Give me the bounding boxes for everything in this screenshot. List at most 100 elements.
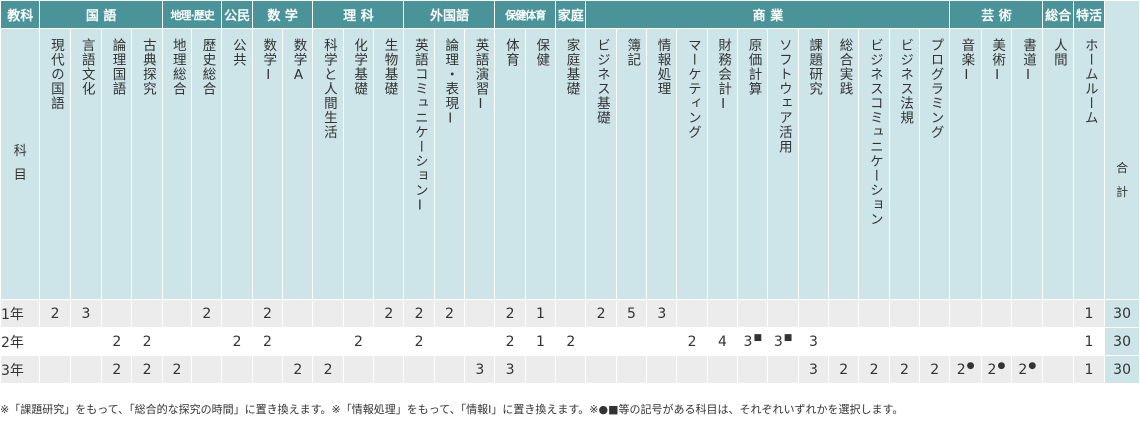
credit-value: 3 [657, 305, 667, 322]
subject-header: ビジネスコミュニケーション [858, 28, 890, 300]
subject-label: プログラミング [927, 38, 944, 140]
subject-header: 科学と人間生活 [312, 28, 344, 300]
credit-value: 3 [808, 361, 818, 378]
kamoku-char: 目 [13, 168, 27, 183]
credit-cell [828, 299, 860, 328]
credit-cell [706, 299, 739, 328]
subject-label: 書道Ⅰ [1020, 38, 1037, 84]
subject-label: 英語演習Ⅰ [472, 38, 489, 113]
credit-cell [312, 327, 344, 356]
credit-value: 4 [717, 333, 727, 350]
group-header-row: 教科 国 語地理·歴史 公民数 学理 科外国語 保健体育 家庭商 業芸 術総合 特活合計 [0, 0, 1140, 300]
credit-cell: 3 [464, 355, 496, 384]
subject-label: ビジネス基礎 [593, 38, 610, 125]
credit-cell [101, 299, 133, 328]
credit-cell: 2 [919, 355, 951, 384]
credit-value: 2 [112, 333, 122, 350]
subject-label: 公共 [229, 38, 246, 67]
footnote: ※「課題研究」をもって、「総合的な探究の時間」に置き換えます。※「情報処理」をも… [0, 403, 904, 416]
credit-value: 2 [353, 333, 363, 350]
credit-cell [464, 299, 496, 328]
subject-label: 古典探究 [139, 38, 156, 96]
credit-cell [524, 355, 557, 384]
group-header: 外国語 [403, 0, 496, 29]
subject-label: 言語文化 [78, 38, 95, 96]
credit-cell [39, 355, 71, 384]
subject-header: ソフトウェア活用 [767, 28, 799, 300]
credit-cell: 5 [615, 299, 648, 328]
subject-header: 保健 [524, 28, 557, 300]
credit-cell: 2● [980, 355, 1013, 384]
credit-cell [646, 327, 678, 356]
subject-label: 数学Ⅰ [260, 38, 277, 84]
subject-header: 現代の国語 [39, 28, 71, 300]
subject-header: ビジネス法規 [888, 28, 921, 300]
credit-cell [646, 355, 678, 384]
credit-value: 2 [414, 305, 424, 322]
credit-value: 3 [808, 333, 818, 350]
total-cell: 30 [1104, 355, 1140, 384]
credit-cell: 1 [1072, 355, 1106, 384]
credit-cell: 2 [858, 355, 890, 384]
credit-value: 3 [475, 361, 485, 378]
credit-value: 2 [596, 305, 606, 322]
credit-value: 2 [142, 333, 152, 350]
credit-cell [555, 355, 587, 384]
credit-cell [161, 299, 193, 328]
credit-value: 2 [899, 361, 909, 378]
credit-cell [403, 355, 435, 384]
credit-cell [585, 327, 617, 356]
subject-header: ホームルーム [1072, 28, 1106, 300]
credit-cell [706, 355, 739, 384]
subject-label: 体育 [502, 38, 519, 67]
credit-value: 3 [81, 305, 91, 322]
subject-label: ビジネス法規 [897, 38, 914, 125]
credit-value: 2 [262, 333, 272, 350]
credit-value: 2 [839, 361, 849, 378]
subject-label: 原価計算 [745, 38, 762, 96]
subject-label: 生物基礎 [381, 38, 398, 96]
subject-label: 科学と人間生活 [320, 38, 337, 140]
subject-header: 論理・表現Ⅰ [433, 28, 466, 300]
credit-value: 2 [112, 361, 122, 378]
credit-cell: 2 [131, 327, 163, 356]
subject-header: プログラミング [919, 28, 951, 300]
credit-cell: 3 [69, 299, 103, 328]
year-row: 2年 2 2 2 2 2 2 2 1 2 2 4 3■ 3■ 3 1 30 [0, 327, 1140, 356]
credit-cell [615, 327, 648, 356]
curriculum-table: 教科 国 語地理·歴史 公民数 学理 科外国語 保健体育 家庭商 業芸 術総合 特活合計… [0, 0, 1140, 384]
subject-header: 総合実践 [828, 28, 860, 300]
subject-header: 財務会計Ⅰ [706, 28, 739, 300]
subject-header: 原価計算 [737, 28, 769, 300]
credit-cell [221, 299, 253, 328]
year-row: 1年 2 3 2 2 2 2 2 2 1 2 5 3 1 30 [0, 299, 1140, 328]
credit-cell: 2 [251, 299, 284, 328]
subject-header: ビジネス基礎 [585, 28, 617, 300]
credit-cell: 2 [555, 327, 587, 356]
subject-header: 言語文化 [69, 28, 103, 300]
subject-label: 現代の国語 [47, 38, 64, 111]
subject-header: 美術Ⅰ [980, 28, 1013, 300]
credit-value: 2 [956, 362, 966, 378]
year-label: 1年 [0, 299, 41, 328]
credit-value: 2 [323, 361, 333, 378]
group-header: 商 業 [585, 0, 951, 29]
credit-cell [888, 299, 921, 328]
credit-cell: 2● [949, 355, 982, 384]
credit-value: 2 [142, 361, 152, 378]
credit-value: 2 [869, 361, 879, 378]
credit-value: 2 [987, 362, 997, 378]
credit-cell [433, 355, 466, 384]
credit-cell [221, 355, 253, 384]
credit-cell [615, 355, 648, 384]
year-label: 2年 [0, 327, 41, 356]
subject-label: ホームルーム [1081, 38, 1098, 125]
subject-label: 論理国語 [109, 38, 126, 96]
subject-label: 論理・表現Ⅰ [442, 38, 459, 128]
credit-cell: 3 [494, 355, 526, 384]
subject-label: 英語コミュニケーションⅠ [411, 38, 428, 215]
subject-label: 人間 [1050, 38, 1067, 67]
credit-cell: 1 [524, 299, 557, 328]
credit-value: 2 [293, 361, 303, 378]
credit-cell: 3■ [737, 327, 769, 356]
